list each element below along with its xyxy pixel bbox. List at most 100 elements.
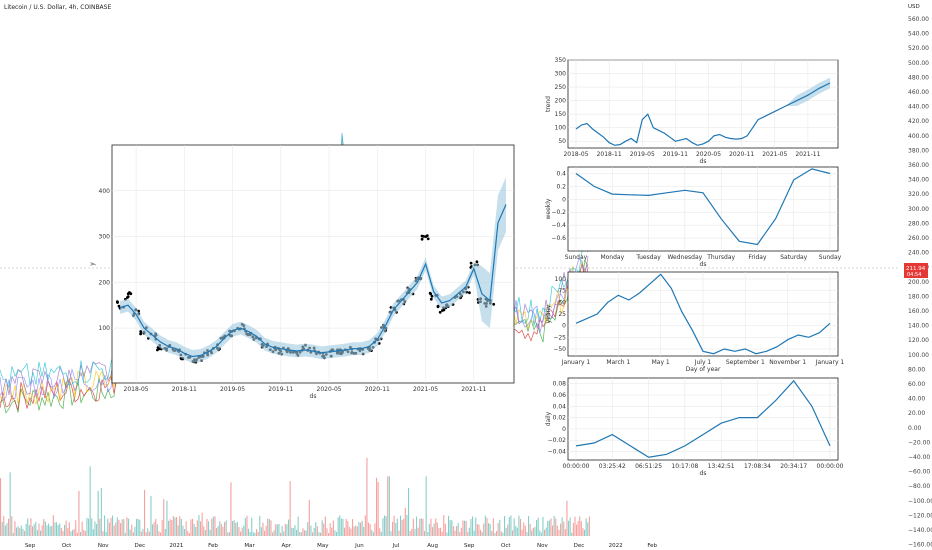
volume-bar (73, 528, 75, 536)
price-axis[interactable]: 560.00 540.00 520.00 500.00 480.00 460.00 440.… (908, 16, 932, 549)
volume-bar (228, 532, 230, 536)
volume-bar (310, 525, 312, 536)
price-axis-label: 560.00 (908, 16, 929, 23)
volume-bar (408, 488, 410, 536)
volume-bar (131, 524, 133, 536)
volume-bar (110, 518, 112, 536)
volume-bar (179, 516, 181, 536)
volume-bar (344, 527, 346, 536)
volume-bar (260, 527, 262, 536)
volume-bar (305, 530, 307, 536)
volume-bar (321, 520, 323, 536)
x-tick-label: March 1 (606, 359, 630, 366)
volume-bar (104, 515, 106, 536)
y-tick-label: −0.04 (548, 449, 567, 456)
y-tick-label: 0.08 (553, 381, 567, 388)
volume-bar (480, 529, 482, 536)
volume-bar (164, 529, 166, 536)
observed-point (126, 295, 130, 298)
volume-bar (390, 531, 392, 536)
volume-bar (300, 532, 302, 536)
volume-bar (356, 526, 358, 536)
volume-bar (208, 521, 210, 536)
volume-bar (569, 517, 571, 536)
volume-bar (105, 531, 107, 536)
volume-layer (0, 457, 590, 536)
volume-bar (40, 530, 42, 536)
volume-bar (355, 525, 357, 536)
volume-bar (177, 525, 179, 536)
volume-bar (534, 527, 536, 536)
x-tick-label: 00:00:00 (817, 463, 844, 470)
panel-frame (567, 59, 839, 149)
volume-bar (550, 518, 552, 536)
time-axis-label: Oct (62, 543, 72, 549)
observed-point (426, 237, 430, 241)
volume-bar (126, 517, 128, 536)
volume-bar (206, 518, 208, 536)
time-axis-label: Nov (98, 543, 109, 549)
y-tick-label: 0 (562, 196, 566, 203)
volume-bar (454, 530, 456, 536)
volume-bar (156, 524, 158, 536)
volume-bar (512, 530, 514, 536)
observed-point (436, 304, 440, 308)
volume-bar (118, 519, 120, 536)
price-axis-label: 60.00 (908, 381, 925, 388)
volume-bar (123, 519, 125, 536)
volume-bar (406, 515, 408, 536)
y-tick-label: −0.2 (551, 209, 566, 216)
observed-point (428, 291, 432, 295)
volume-bar (6, 523, 8, 536)
volume-bar (380, 532, 382, 536)
volume-bar (457, 523, 459, 536)
time-axis-label: Jun (354, 543, 364, 549)
volume-bar (241, 527, 243, 536)
volume-bar (545, 527, 547, 536)
volume-bar (89, 466, 91, 536)
panel-weekly: −0.6 −0.4 −0.2 0 0.2 0.4 Sunday Monday Tuesday We… (545, 166, 842, 268)
volume-bar (259, 515, 261, 536)
forecast-panels: 100 200 300 400 2018-05 2018-11 2019-05 2019-11… (89, 57, 844, 477)
volume-bar (35, 521, 37, 536)
volume-bar (275, 524, 277, 536)
volume-bar (288, 519, 290, 536)
y-tick-label: −0.4 (551, 222, 566, 229)
volume-bar (132, 532, 134, 536)
volume-bar (129, 529, 131, 536)
observed-point (425, 234, 429, 238)
volume-bar (83, 529, 85, 536)
yearly-line (575, 273, 831, 355)
volume-bar (272, 532, 274, 536)
volume-bar (456, 526, 458, 536)
volume-bar (531, 530, 533, 536)
volume-bar (225, 520, 227, 536)
x-tick-label: 10:17:08 (671, 463, 698, 470)
observed-point (468, 291, 471, 295)
volume-bar (70, 531, 72, 536)
volume-bar (51, 525, 53, 536)
volume-bar (499, 519, 501, 536)
volume-bar (19, 528, 21, 536)
volume-bar (579, 516, 581, 536)
volume-bar (160, 532, 162, 536)
x-tick-label: Thursday (706, 254, 735, 261)
x-tick-label: 2019-05 (220, 386, 245, 393)
x-tick-label: July 1 (694, 359, 712, 366)
volume-bar (46, 525, 48, 536)
price-axis-label: 120.00 (908, 337, 929, 344)
volume-bar (481, 532, 483, 536)
volume-bar (211, 518, 213, 536)
x-tick-label: 2021-11 (795, 151, 820, 158)
volume-bar (443, 515, 445, 536)
volume-bar (451, 520, 453, 536)
x-tick-label: 2020-11 (729, 151, 754, 158)
volume-bar (505, 527, 507, 536)
observed-point (115, 300, 119, 304)
volume-bar (265, 525, 267, 536)
volume-bar (1, 521, 3, 536)
volume-bar (539, 530, 541, 536)
time-axis[interactable]: Sep Oct Nov Dec 2021 Feb Mar Apr May Jun Jul Aug Sep… (25, 543, 658, 549)
volume-bar (142, 528, 144, 536)
volume-bar (342, 519, 344, 536)
